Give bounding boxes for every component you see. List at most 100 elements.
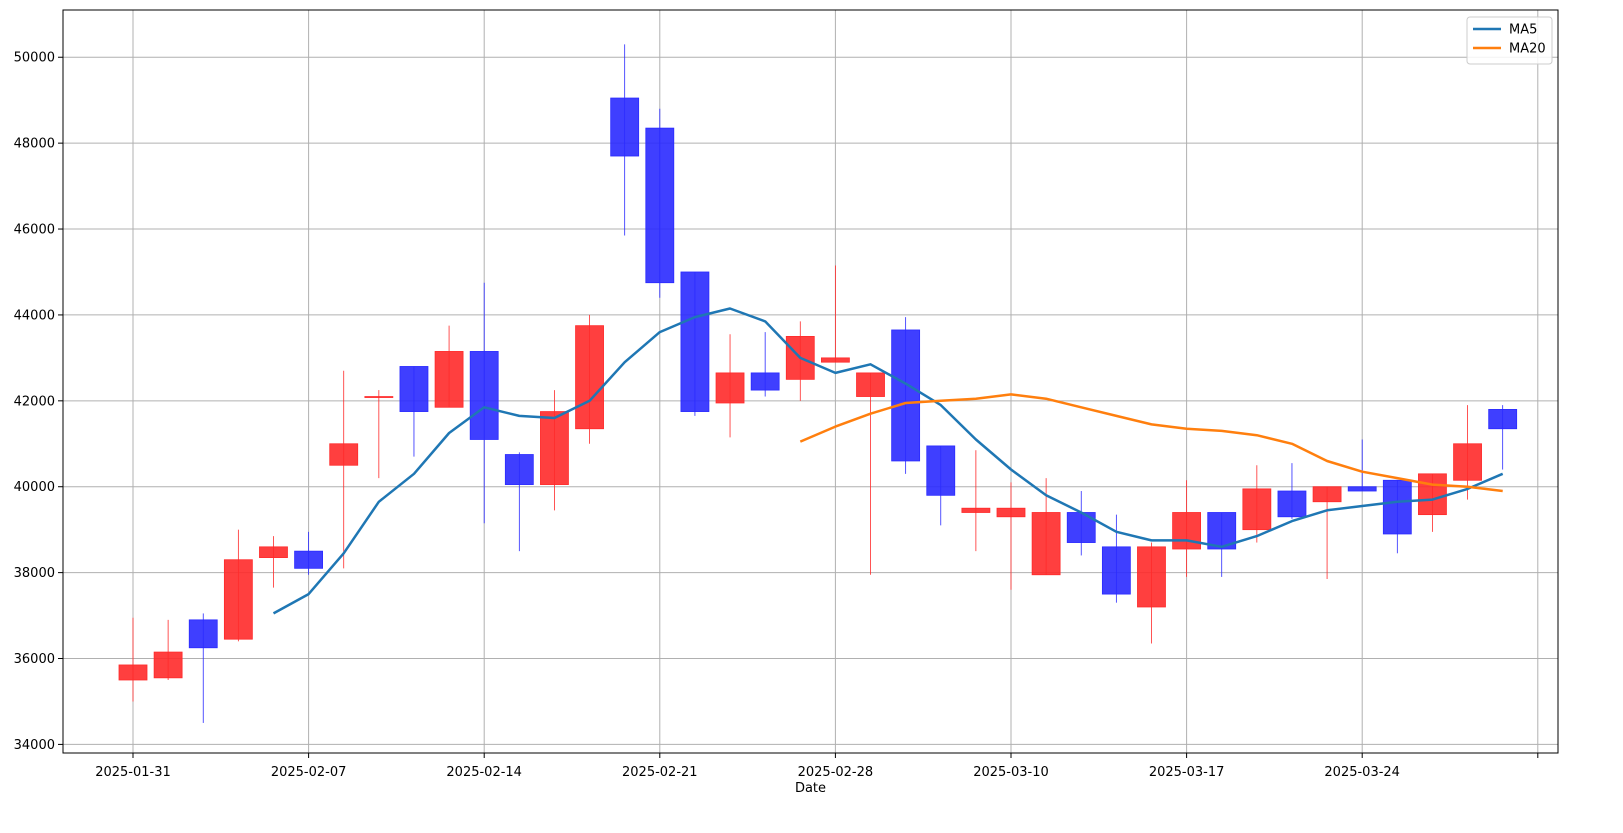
candle-body [575,325,604,430]
candle-up [1242,465,1272,543]
candle-body [434,351,464,408]
candle-body [1137,546,1166,608]
candle-up [259,536,288,588]
candle-down [1382,479,1412,554]
candle-up [996,482,1026,590]
candle-body [1488,409,1518,430]
candle-up [153,619,183,680]
candle-up [329,370,359,569]
candle-body [961,507,991,513]
y-axis-ticks: 34000 36000 38000 40000 42000 44000 46000 48000… [14,51,63,753]
candle-body [504,454,534,485]
candle-body [399,366,429,412]
candle-body [364,396,394,398]
candle-body [469,351,499,440]
candle-body [1453,443,1482,481]
candle-up [575,314,604,444]
series-line-ma5 [272,307,1504,615]
candle-down [399,366,429,457]
candle-body [680,271,710,412]
candle-body [821,357,850,363]
candle-down [1101,514,1131,603]
y-tick-label: 40000 [14,480,55,495]
candle-down [645,108,675,298]
candle-down [680,271,710,416]
candle-up [715,334,745,438]
candle-body [188,619,218,649]
candle-body [996,507,1026,518]
y-tick-label: 36000 [14,652,55,667]
candle-up [223,529,253,642]
gridlines [63,10,1558,753]
candle-up [434,325,464,408]
candle-body [856,372,885,397]
candle-body [645,127,675,284]
y-tick-label: 46000 [14,223,55,238]
candle-body [926,445,956,496]
candle-body [540,411,569,485]
candle-down [188,613,218,723]
candle-down [294,531,324,575]
legend: MA5 MA20 [1466,16,1553,65]
candle-body [715,372,745,404]
candle-up [364,390,394,479]
y-tick-label: 42000 [14,394,55,409]
candle-down [469,282,499,524]
candles [118,44,1518,723]
candle-down [891,317,921,474]
y-tick-label: 44000 [14,308,55,323]
candle-body [329,443,359,466]
plot-frame [62,9,1559,754]
candle-body [1242,488,1272,531]
y-tick-label: 34000 [14,738,55,753]
candle-body [891,329,921,462]
candle-down [1488,405,1518,470]
series-line-ma20 [799,393,1503,493]
legend-label-ma20: MA20 [1509,42,1546,57]
x-tick-label: 2025-03-10 [973,765,1049,780]
candle-body [1031,512,1061,576]
candle-body [1312,486,1342,503]
candle-body [1172,512,1201,550]
candle-down [1347,439,1377,492]
candle-up [540,390,569,511]
x-tick-label: 2025-02-07 [271,765,347,780]
candle-up [1453,405,1482,500]
candle-body [1277,490,1307,518]
candle-down [1066,491,1096,556]
candle-up [961,450,991,552]
x-tick-label: 2025-02-14 [446,765,522,780]
candle-down [504,452,534,552]
y-tick-label: 48000 [14,137,55,152]
candle-down [750,332,780,397]
candle-down [1277,463,1307,519]
moving-average-lines [272,307,1504,615]
candle-up [1312,486,1342,580]
y-tick-label: 38000 [14,566,55,581]
x-tick-label: 2025-02-21 [622,765,698,780]
candle-body [153,651,183,679]
candle-body [1347,486,1377,492]
candle-body [1382,479,1412,535]
candle-up [1137,542,1166,644]
x-tick-label: 2025-01-31 [95,765,171,780]
candle-body [259,546,288,558]
x-tick-label: 2025-02-28 [798,765,874,780]
candle-body [1418,473,1447,516]
x-axis-ticks: 2025-01-31 2025-02-07 2025-02-14 2025-02-21… [95,753,1539,780]
x-axis-title: Date [795,781,826,796]
candle-body [223,559,253,640]
candle-up [856,372,885,575]
candle-up [118,617,148,702]
candle-body [610,97,640,157]
y-tick-label: 50000 [14,51,55,66]
candle-body [294,550,324,569]
x-tick-label: 2025-03-17 [1149,765,1225,780]
candle-body [750,372,780,391]
legend-label-ma5: MA5 [1509,23,1537,38]
candle-up [821,265,850,363]
candle-down [926,445,956,526]
candle-up [1172,480,1201,577]
x-tick-label: 2025-03-24 [1324,765,1400,780]
